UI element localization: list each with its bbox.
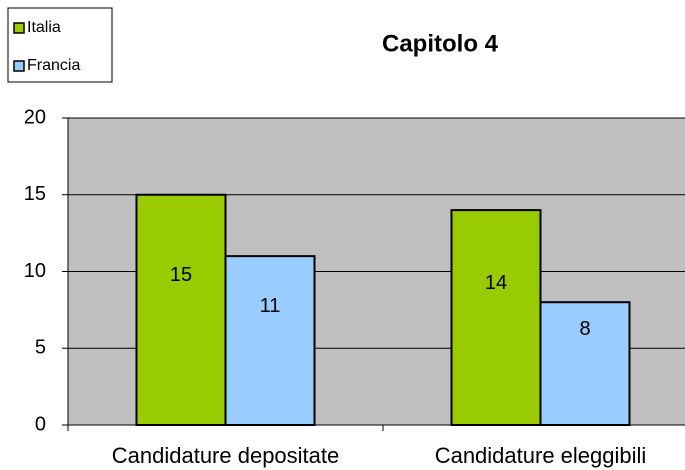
legend-label: Francia xyxy=(27,57,80,74)
chart-title: Capitolo 4 xyxy=(382,30,499,57)
x-tick-label: Candidature depositate xyxy=(112,443,340,468)
legend-box xyxy=(7,7,113,83)
y-tick-label: 20 xyxy=(24,106,46,128)
bar xyxy=(224,255,316,426)
y-tick-label: 5 xyxy=(35,337,46,359)
data-label: 14 xyxy=(485,272,507,294)
data-label: 15 xyxy=(170,264,192,286)
data-label: 8 xyxy=(579,318,590,340)
x-tick-label: Candidature eleggibili xyxy=(435,443,647,468)
y-tick-label: 0 xyxy=(35,413,46,435)
bar xyxy=(450,209,542,426)
y-tick-label: 15 xyxy=(24,183,46,205)
legend-label: Italia xyxy=(27,19,61,36)
data-label: 11 xyxy=(260,295,281,317)
legend-swatch xyxy=(13,22,25,34)
bar xyxy=(135,193,227,426)
bar xyxy=(539,301,631,427)
legend-swatch xyxy=(13,60,25,72)
y-tick-label: 10 xyxy=(24,260,46,282)
